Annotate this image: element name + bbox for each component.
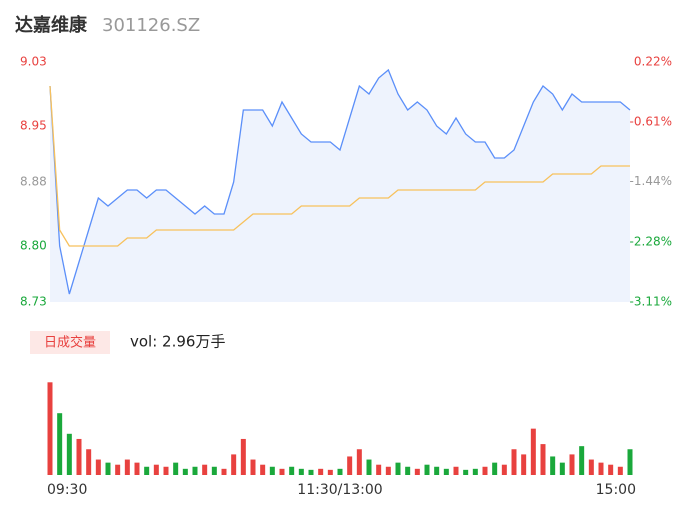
volume-bar <box>617 466 623 475</box>
price-line <box>49 68 631 295</box>
volume-bar <box>202 464 208 475</box>
volume-bar <box>66 433 72 475</box>
price-area <box>50 70 630 302</box>
volume-bar <box>588 459 594 475</box>
volume-bar <box>95 459 101 475</box>
volume-bar <box>289 466 295 475</box>
y-tick-label: 8.88 <box>20 175 47 189</box>
volume-bar <box>260 464 266 475</box>
volume-bar <box>192 466 198 475</box>
average-line <box>49 85 630 247</box>
volume-bar <box>376 464 382 475</box>
volume-bar <box>115 464 121 475</box>
volume-bar <box>492 462 498 475</box>
volume-bar <box>76 438 82 475</box>
volume-bar <box>250 459 256 475</box>
volume-bar <box>414 468 420 475</box>
volume-bar <box>240 438 246 475</box>
volume-bar <box>569 454 575 475</box>
volume-bar <box>598 462 604 475</box>
volume-bar <box>550 456 556 475</box>
stock-name: 达嘉维康 <box>15 14 88 36</box>
volume-bar <box>47 382 53 475</box>
volume-bar <box>356 449 362 475</box>
volume-bar <box>86 449 92 475</box>
x-tick-label: 09:30 <box>47 482 87 498</box>
volume-bar <box>124 459 130 475</box>
volume-bar <box>405 466 411 475</box>
volume-bar <box>530 428 536 475</box>
volume-bar <box>366 459 372 475</box>
volume-bar <box>221 468 227 475</box>
y2-tick-label: -1.44% <box>630 174 672 188</box>
volume-bar <box>134 462 140 475</box>
y-tick-label: 8.73 <box>20 295 47 309</box>
y2-tick-label: -0.61% <box>630 114 672 128</box>
volume-bar <box>105 462 111 475</box>
volume-bar <box>395 462 401 475</box>
volume-bar <box>211 466 217 475</box>
volume-badge: 日成交量 <box>44 335 96 351</box>
volume-bar <box>385 466 391 475</box>
volume-bar <box>424 464 430 475</box>
volume-bar <box>608 464 614 475</box>
volume-bar <box>627 449 633 475</box>
volume-bar <box>153 464 159 475</box>
volume-bar <box>327 469 333 475</box>
y-tick-label: 8.95 <box>20 119 47 133</box>
volume-bar <box>298 468 304 475</box>
stock-code: 301126.SZ <box>102 15 200 36</box>
volume-bar <box>144 466 150 475</box>
volume-bar <box>579 446 585 475</box>
volume-bar <box>540 444 546 475</box>
volume-bar <box>308 469 314 475</box>
volume-bar <box>173 462 179 475</box>
badge-bg <box>30 331 110 354</box>
volume-label: vol: 2.96万手 <box>130 333 225 351</box>
volume-bar <box>472 468 478 475</box>
volume-bar <box>559 462 565 475</box>
volume-bar <box>434 466 440 475</box>
volume-bar <box>337 468 343 475</box>
volume-bar <box>182 468 188 475</box>
volume-bar <box>463 469 469 475</box>
volume-bar <box>318 468 324 475</box>
volume-bar <box>443 468 449 475</box>
volume-bar <box>163 466 169 475</box>
volume-bar <box>279 468 285 475</box>
x-tick-label: 11:30/13:00 <box>297 482 382 498</box>
y-tick-label: 8.80 <box>20 239 47 253</box>
y2-tick-label: 0.22% <box>634 55 672 69</box>
volume-bar <box>511 449 517 475</box>
volume-bar <box>57 413 63 475</box>
y-tick-label: 9.03 <box>20 55 47 69</box>
volume-bar <box>501 464 507 475</box>
y2-tick-label: -3.11% <box>630 295 672 309</box>
volume-bar <box>347 456 353 475</box>
volume-bar <box>482 466 488 475</box>
volume-bar <box>521 454 527 475</box>
y2-tick-label: -2.28% <box>630 235 672 249</box>
volume-bar <box>453 466 459 475</box>
volume-bar <box>269 466 275 475</box>
volume-bar <box>231 454 237 475</box>
x-tick-label: 15:00 <box>596 482 636 498</box>
